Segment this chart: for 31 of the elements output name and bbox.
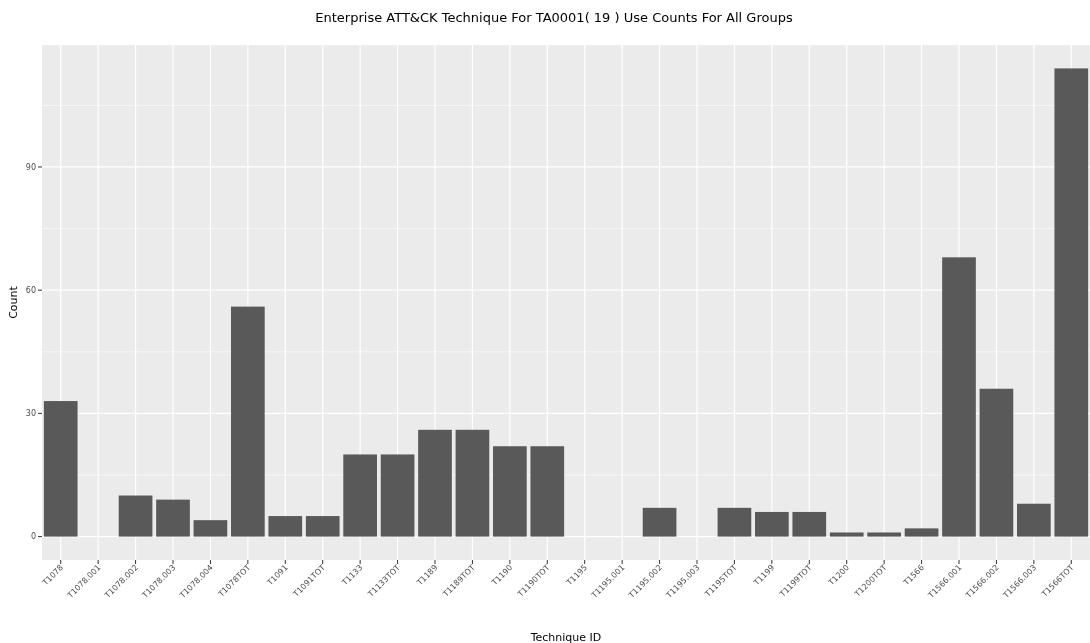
bar [1017,503,1051,537]
x-axis-title: Technique ID [529,631,602,643]
bar [904,528,939,537]
bar [156,499,190,537]
bar [867,532,901,537]
bar [193,520,228,537]
bar [979,388,1014,537]
bar [1054,68,1089,537]
y-tick-label: 60 [25,285,36,295]
y-tick-label: 0 [30,532,36,542]
y-axis-title: Count [7,285,20,319]
bar [43,401,78,537]
bar [942,257,976,537]
bar [642,507,677,537]
bar [717,507,752,537]
bar [455,429,490,537]
bar [829,532,864,537]
bar [231,306,265,537]
bar [118,495,153,537]
y-tick-label: 90 [25,162,36,172]
y-tick-label: 30 [25,408,36,418]
bar [305,516,340,537]
bar [380,454,415,537]
bar [530,446,565,537]
bar [755,511,789,537]
bar [792,511,827,537]
chart-title: Enterprise ATT&CK Technique For TA0001( 19 ) Use Counts For All Groups [315,10,793,25]
bar [268,516,303,537]
bar [418,429,452,537]
bar [493,446,527,537]
bar [343,454,377,537]
